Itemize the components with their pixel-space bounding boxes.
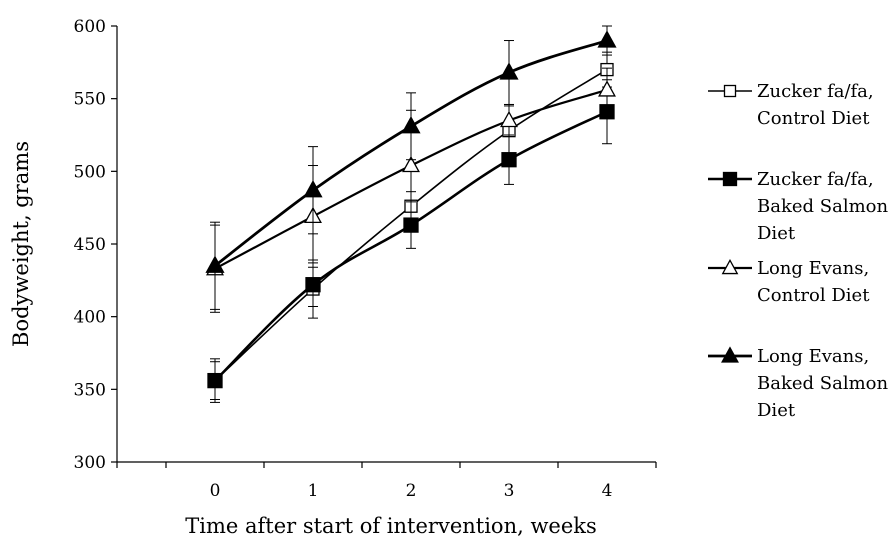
legend-marker xyxy=(723,84,737,98)
legend-label: Zucker fa/fa, xyxy=(757,81,874,102)
x-tick-label: 2 xyxy=(406,481,417,501)
x-tick-label: 0 xyxy=(210,481,221,501)
y-tick-label: 500 xyxy=(74,162,106,182)
legend-label: Baked Salmon xyxy=(757,196,888,217)
data-point xyxy=(205,255,225,273)
legend-marker xyxy=(722,171,738,187)
data-point xyxy=(598,80,616,97)
legend-label: Long Evans, xyxy=(757,346,869,367)
legend-entry-1: Zucker fa/fa, Control Diet xyxy=(708,81,874,129)
data-point xyxy=(401,115,421,134)
y-tick-label: 550 xyxy=(74,90,106,110)
y-tick-label: 350 xyxy=(74,380,106,400)
legend-label: Baked Salmon xyxy=(757,373,888,394)
legend-label: Diet xyxy=(757,400,796,421)
x-tick-label: 4 xyxy=(602,481,613,501)
legend-label: Long Evans, xyxy=(757,258,869,279)
y-tick-label: 400 xyxy=(74,308,106,328)
x-axis-title: Time after start of intervention, weeks xyxy=(185,514,597,538)
legend: Zucker fa/fa, Control Diet Zucker fa/fa, Ba… xyxy=(708,81,888,421)
y-axis-title: Bodyweight, grams xyxy=(9,141,33,347)
axes: 300 350 400 450 500 550 600 0 1 2 3 4 xyxy=(74,17,657,501)
legend-entry-4: Long Evans, Baked Salmon Diet xyxy=(708,346,888,421)
legend-label: Control Diet xyxy=(757,285,870,306)
y-tick-label: 600 xyxy=(74,17,106,37)
data-point xyxy=(207,372,223,389)
data-point xyxy=(500,110,518,128)
y-tick-label: 450 xyxy=(74,235,106,255)
x-tick-label: 3 xyxy=(504,481,515,501)
data-point xyxy=(305,277,321,293)
legend-marker xyxy=(721,346,739,363)
y-tick-label: 300 xyxy=(74,453,106,473)
data-point xyxy=(501,152,517,168)
data-point xyxy=(402,155,420,173)
legend-label: Zucker fa/fa, xyxy=(757,169,874,190)
legend-label: Diet xyxy=(757,223,796,244)
legend-label: Control Diet xyxy=(757,108,870,129)
data-point xyxy=(303,179,323,198)
legend-entry-3: Long Evans, Control Diet xyxy=(708,258,870,306)
legend-marker xyxy=(721,258,739,275)
data-point xyxy=(499,62,519,80)
plot-series xyxy=(205,25,617,403)
x-tick-label: 1 xyxy=(308,481,319,501)
legend-entry-2: Zucker fa/fa, Baked Salmon Diet xyxy=(708,169,888,244)
data-point xyxy=(597,30,617,48)
series-4 xyxy=(205,25,617,310)
